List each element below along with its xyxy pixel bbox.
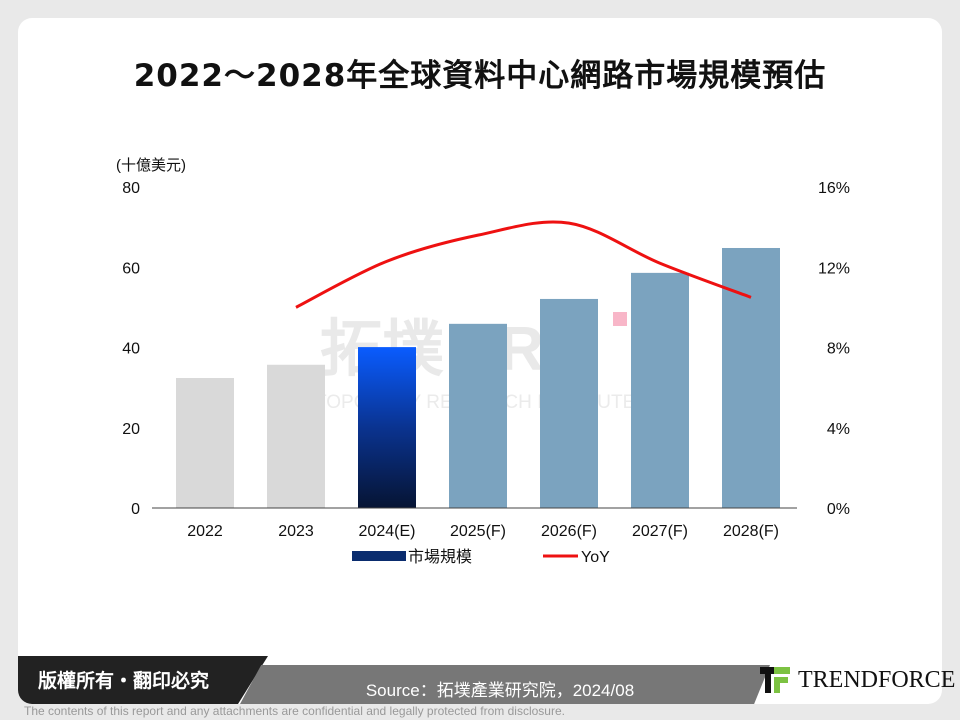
x-tick-label: 2027(F) [632,523,688,540]
bar [540,298,598,508]
bar [722,247,780,509]
bar [176,377,234,508]
watermark-logo: 拓墣 TRI [320,315,561,384]
y-right-tick: 4% [827,421,850,438]
x-tick-label: 2028(F) [723,523,779,540]
x-tick-label: 2022 [187,523,223,540]
y-right-tick: 16% [818,180,850,197]
trendforce-logo: TRENDFORCE [760,660,955,700]
bar [358,347,416,508]
trendforce-logo-icon [760,667,790,693]
x-tick-label: 2023 [278,523,314,540]
bar [449,323,507,508]
legend-bar-label: 市場規模 [408,548,472,566]
chart-title: 2022～2028年全球資料中心網路市場規模預估 [133,58,827,94]
y-right-tick: 0% [827,501,850,518]
source-text: Source：拓墣產業研究院，2024/08 [365,681,635,700]
disclaimer: The contents of this report and any atta… [24,704,565,718]
legend-line-label: YoY [581,549,610,566]
x-tick-label: 2025(F) [450,523,506,540]
trendforce-logo-text: TRENDFORCE [798,666,956,693]
y-right-tick: 8% [827,341,850,358]
y-left-tick: 20 [122,421,140,438]
copyright-banner: 版權所有・翻印必究 [18,656,268,704]
y-left-tick: 80 [122,180,140,197]
x-tick-label: 2026(F) [541,523,597,540]
x-tick-label: 2024(E) [359,523,416,540]
yoy-line [295,220,752,309]
source-banner [240,665,770,704]
bar [631,272,689,508]
legend-bar-swatch [352,551,406,561]
watermark-square [613,312,627,326]
y-right-tick: 12% [818,260,850,277]
bar [267,364,325,508]
y-left-label: (十億美元) [116,157,186,174]
y-left-tick: 40 [122,341,140,358]
y-left-tick: 60 [122,260,140,277]
copyright-text: 版權所有・翻印必究 [38,670,210,692]
y-left-tick: 0 [131,501,140,518]
